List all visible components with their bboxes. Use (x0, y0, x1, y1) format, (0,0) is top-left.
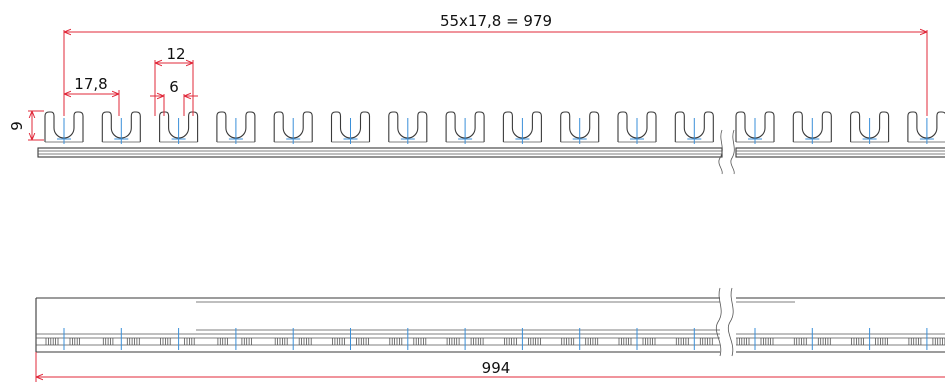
side-tooth (45, 328, 80, 350)
side-view-busbar (35, 287, 945, 357)
side-tooth (217, 328, 252, 350)
fork-tooth (273, 111, 313, 144)
fork-tooth (502, 111, 542, 144)
fork-tooth (735, 111, 775, 144)
side-tooth (908, 328, 945, 350)
top-dimensions: 55x17,8 = 979 17,8 12 6 9 (8, 12, 928, 141)
fork-tooth (330, 111, 371, 144)
side-tooth (675, 328, 713, 350)
fork-tooth (216, 111, 256, 144)
fork-tooth (101, 111, 141, 144)
overall-length-label: 994 (482, 359, 511, 377)
fork-tooth (674, 111, 714, 144)
side-tooth (160, 328, 195, 350)
fork-tooth (850, 111, 890, 144)
fork-tooth (44, 111, 84, 144)
fork-inner-label: 6 (169, 78, 179, 96)
side-tooth (793, 328, 831, 350)
side-tooth (102, 328, 140, 350)
side-tooth (561, 328, 599, 350)
top-view-busbar (37, 111, 945, 175)
break-symbol-side (715, 287, 734, 357)
side-tooth (446, 328, 484, 350)
fork-tooth (560, 111, 600, 144)
fork-tooth (388, 111, 428, 144)
pitch-label: 17,8 (74, 75, 107, 93)
side-tooth (274, 328, 312, 350)
busbar-base-left (37, 147, 723, 158)
total-pitch-label: 55x17,8 = 979 (440, 12, 552, 30)
fork-tooth (445, 111, 485, 144)
height-label: 9 (8, 121, 26, 131)
fork-tooth (907, 111, 945, 144)
side-tooth (851, 328, 888, 350)
side-tooth (736, 328, 774, 350)
side-tooth (389, 328, 427, 350)
fork-row (44, 111, 945, 144)
fork-outer-label: 12 (166, 45, 185, 63)
busbar-base-right (735, 147, 945, 158)
fork-tooth (159, 111, 199, 144)
fork-tooth (792, 111, 832, 144)
bottom-dimensions: 994 (35, 352, 945, 382)
side-tooth (618, 328, 656, 350)
side-tooth (332, 328, 369, 350)
side-teeth (45, 328, 945, 350)
fork-tooth (617, 111, 657, 144)
side-tooth (503, 328, 541, 350)
break-symbol-top (718, 129, 735, 175)
